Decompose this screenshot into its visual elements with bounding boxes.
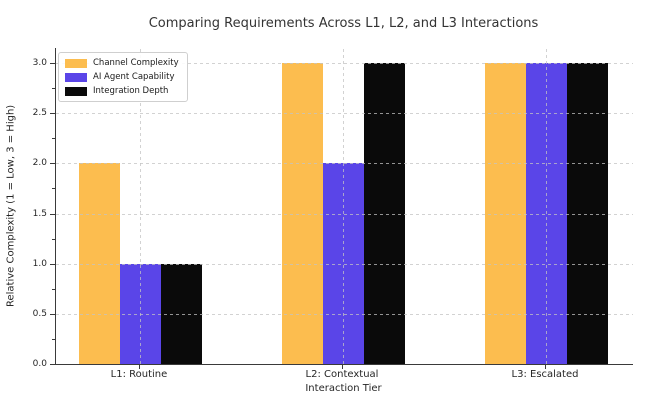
y-tick-label-0.5: 0.5 (32, 308, 47, 319)
gridline-x-l2-contextual (343, 48, 344, 364)
legend-item-channel-complexity: Channel Complexity (65, 58, 179, 68)
y-minor-tick-0.75 (52, 288, 55, 290)
legend-label-channel-complexity: Channel Complexity (93, 58, 179, 68)
x-tick-l2-contextual (342, 365, 343, 369)
y-tick-3 (50, 63, 55, 65)
y-tick-label-1: 1.0 (32, 258, 47, 269)
legend-label-ai-agent-capability: AI Agent Capability (93, 72, 175, 82)
y-tick-2 (50, 163, 55, 165)
gridline-y-1 (56, 263, 633, 265)
legend-item-ai-agent-capability: AI Agent Capability (65, 72, 179, 82)
x-tick-l3-escalated (545, 365, 546, 369)
y-tick-0 (50, 364, 55, 365)
y-tick-1.5 (50, 213, 55, 215)
legend-swatch-channel-complexity-icon (65, 58, 87, 68)
legend-item-integration-depth: Integration Depth (65, 86, 179, 96)
y-minor-tick-2.75 (52, 88, 55, 90)
gridline-y-2 (56, 163, 633, 165)
gridline-x-l1-routine (140, 48, 141, 364)
y-axis-label: Relative Complexity (1 = Low, 3 = High) (5, 104, 17, 308)
gridline-y-0.5 (56, 313, 633, 315)
plot-area (55, 48, 633, 365)
x-tick-label-l1-routine: L1: Routine (110, 369, 168, 380)
y-minor-tick-1.75 (52, 188, 55, 190)
x-tick-l1-routine (139, 365, 140, 369)
chart-title: Comparing Requirements Across L1, L2, an… (148, 16, 539, 31)
y-tick-0.5 (50, 313, 55, 315)
y-minor-tick-2.25 (52, 138, 55, 140)
y-tick-2.5 (50, 113, 55, 115)
x-tick-label-l2-contextual: L2: Contextual (305, 369, 379, 380)
y-minor-tick-0.25 (52, 338, 55, 340)
y-tick-label-1.5: 1.5 (32, 208, 47, 219)
legend-label-integration-depth: Integration Depth (93, 86, 169, 96)
y-tick-label-3: 3.0 (32, 58, 47, 69)
legend-swatch-ai-agent-capability-icon (65, 72, 87, 82)
x-tick-label-l3-escalated: L3: Escalated (511, 369, 579, 380)
gridline-y-3 (56, 63, 633, 65)
x-axis-label: Interaction Tier (305, 383, 382, 394)
y-tick-label-2.5: 2.5 (32, 108, 47, 119)
gridline-x-l3-escalated (546, 48, 547, 364)
y-tick-label-2: 2.0 (32, 158, 47, 169)
y-tick-label-0: 0.0 (32, 359, 47, 369)
y-minor-tick-1.25 (52, 238, 55, 240)
legend-swatch-integration-depth-icon (65, 86, 87, 96)
y-tick-1 (50, 263, 55, 265)
gridline-y-1.5 (56, 213, 633, 215)
gridline-y-2.5 (56, 113, 633, 115)
legend: Channel Complexity AI Agent Capability Int… (58, 52, 188, 102)
